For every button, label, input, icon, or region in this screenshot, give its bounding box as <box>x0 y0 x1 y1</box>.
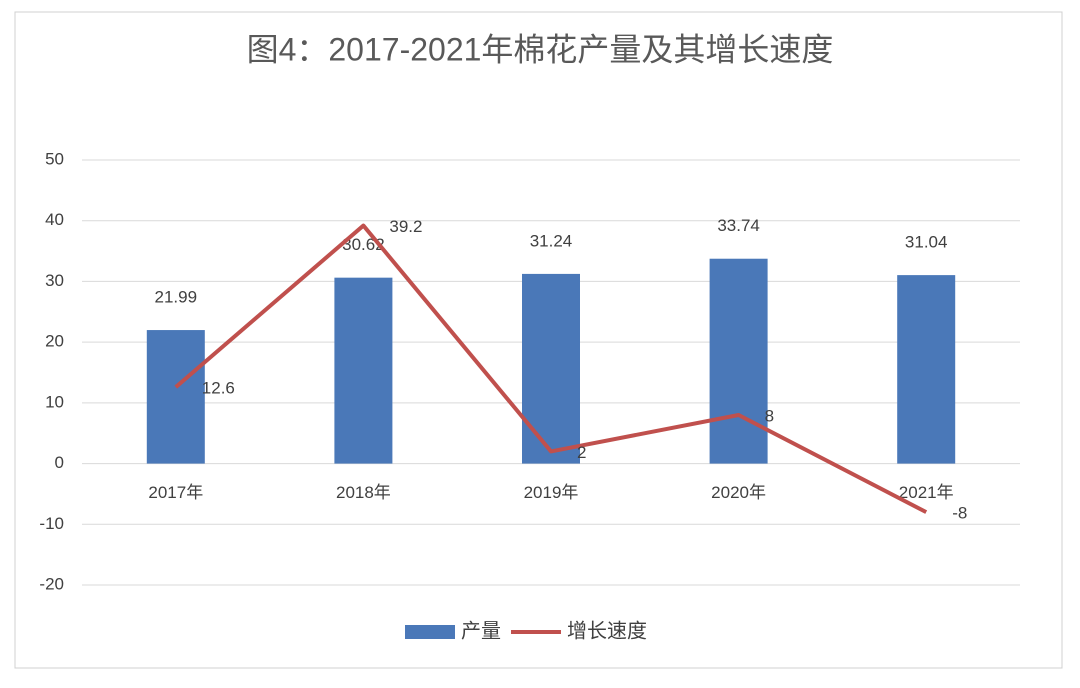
data-label: 33.74 <box>717 216 760 235</box>
y-tick-label: 0 <box>55 453 64 472</box>
data-label: 12.6 <box>202 379 235 398</box>
x-tick-label: 2017年 <box>148 483 203 502</box>
x-tick-label: 2019年 <box>524 483 579 502</box>
legend-swatch <box>405 625 455 639</box>
data-label: 31.04 <box>905 233 948 252</box>
y-tick-label: -20 <box>39 574 64 593</box>
data-label: 31.24 <box>530 231 573 250</box>
bar <box>146 330 205 464</box>
bar <box>709 258 768 464</box>
legend-label: 产量 <box>461 619 501 642</box>
bar <box>522 273 580 464</box>
y-tick-label: 30 <box>45 271 64 290</box>
data-label: -8 <box>952 504 967 523</box>
data-label: 2 <box>577 443 586 462</box>
legend-label: 增长速度 <box>567 619 647 642</box>
x-tick-label: 2021年 <box>899 483 954 502</box>
line <box>174 223 928 514</box>
y-tick-label: 20 <box>45 332 64 351</box>
y-tick-label: -10 <box>39 514 64 533</box>
y-tick-label: 40 <box>45 210 64 229</box>
x-tick-label: 2020年 <box>711 483 766 502</box>
bar <box>897 275 956 464</box>
data-label: 21.99 <box>155 288 198 307</box>
chart-title: 图4：2017-2021年棉花产量及其增长速度 <box>247 31 834 67</box>
data-label: 8 <box>765 406 774 425</box>
y-tick-label: 10 <box>45 392 64 411</box>
y-tick-label: 50 <box>45 149 64 168</box>
x-tick-label: 2018年 <box>336 483 391 502</box>
data-label: 39.2 <box>389 217 422 236</box>
bar <box>334 277 393 464</box>
